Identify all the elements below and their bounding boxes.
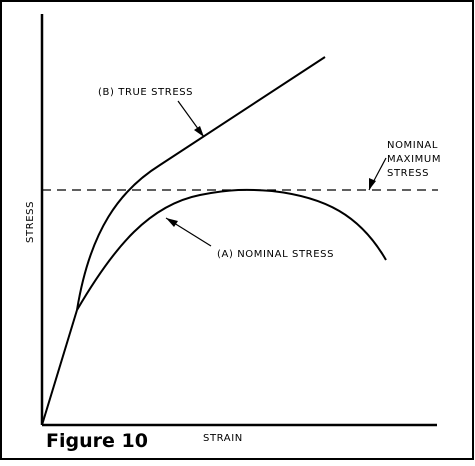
true-stress-arrowhead — [194, 126, 204, 137]
nominal-max-label-line2: MAXIMUM — [387, 154, 441, 165]
y-axis-label: STRESS — [25, 201, 36, 243]
figure-caption: Figure 10 — [46, 430, 148, 452]
nominal-stress-label: (A) NOMINAL STRESS — [217, 249, 334, 260]
nominal-max-arrowhead — [369, 178, 376, 190]
true-stress-curve — [76, 56, 326, 311]
true-stress-label: (B) TRUE STRESS — [98, 87, 193, 98]
elastic-region-line — [41, 309, 78, 426]
nominal-max-label-line3: STRESS — [387, 168, 429, 179]
x-axis-label: STRAIN — [203, 433, 243, 444]
nominal-stress-curve — [76, 188, 387, 311]
nominal-max-label-line1: NOMINAL — [387, 140, 438, 151]
nominal-stress-arrowhead — [166, 218, 178, 227]
